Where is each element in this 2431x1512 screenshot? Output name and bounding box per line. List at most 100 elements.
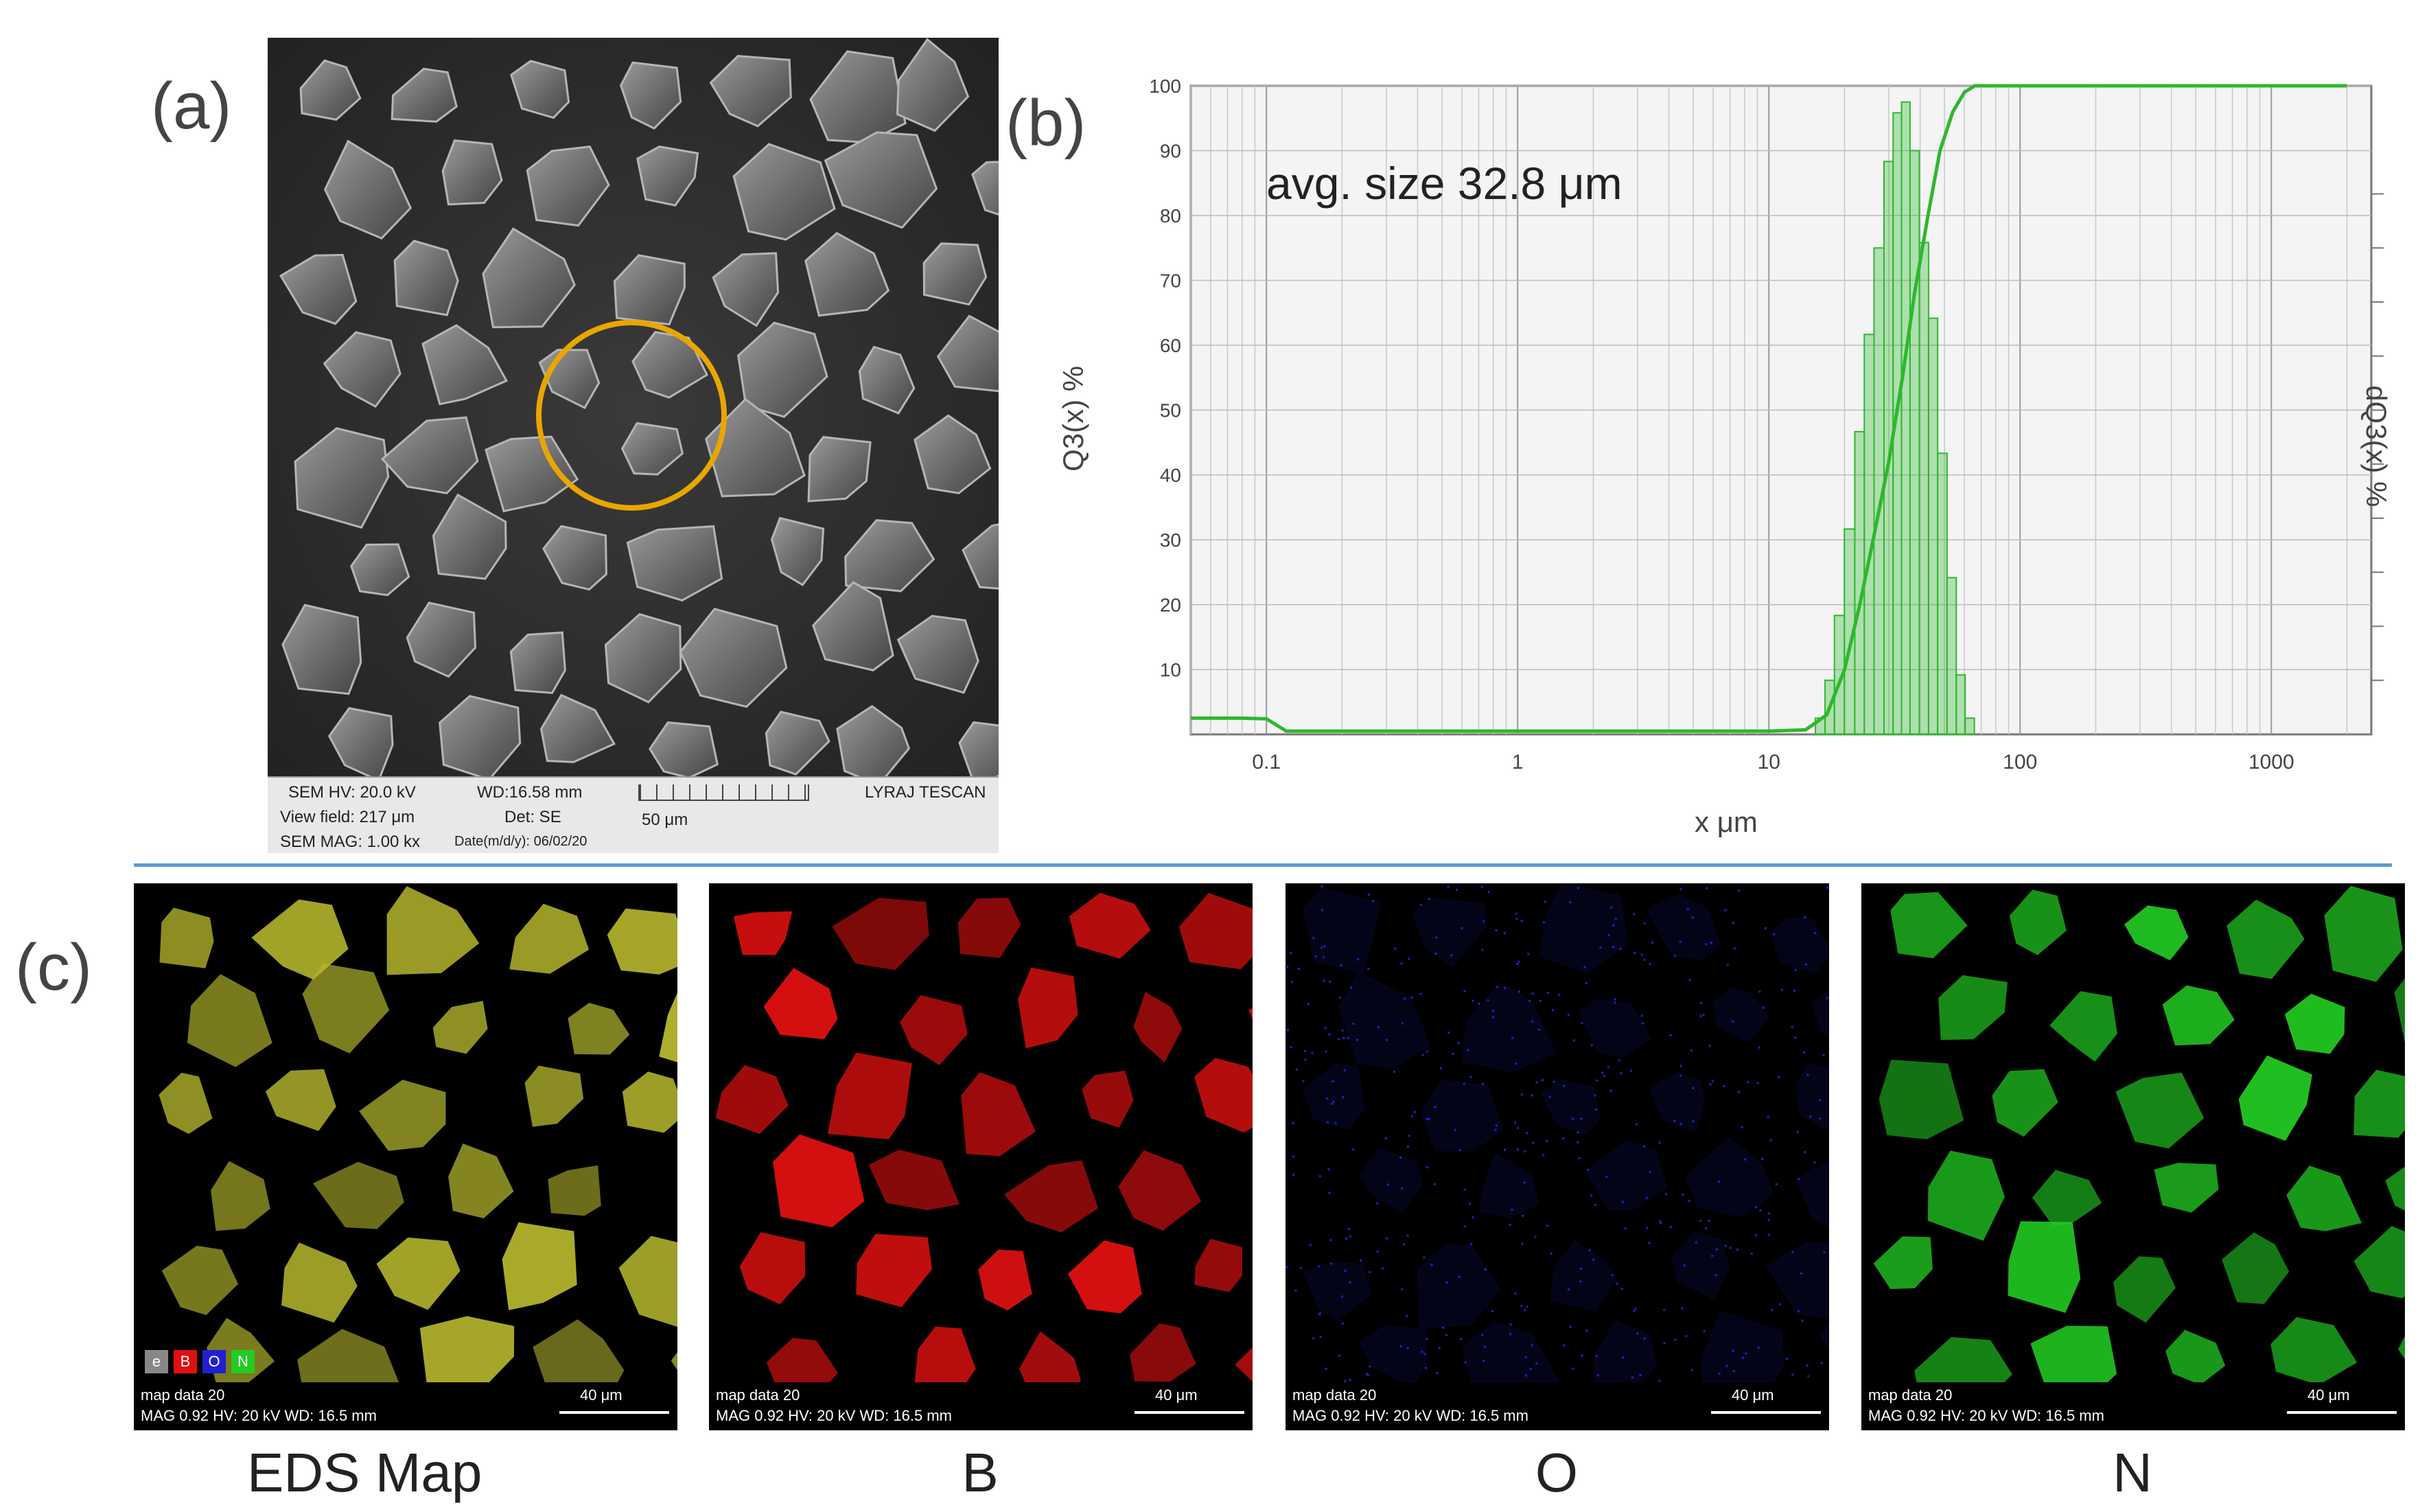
eds-dot (1520, 920, 1523, 922)
eds-dot (1663, 1342, 1666, 1345)
eds-dot (1299, 1266, 1302, 1269)
eds-grain (2009, 889, 2067, 955)
eds-info-line1: map data 20 (716, 1386, 800, 1404)
sem-image: SEM HV: 20.0 kV WD:16.58 mm View field: … (268, 38, 999, 853)
eds-dot (1491, 1310, 1494, 1312)
eds-dot (1726, 964, 1729, 966)
eds-dot (1531, 1020, 1534, 1023)
eds-grain (159, 1072, 213, 1135)
eds-dot (1321, 946, 1323, 949)
eds-dot (1804, 963, 1807, 966)
eds-dot (1399, 1156, 1401, 1159)
eds-dot (1425, 1366, 1427, 1369)
eds-dot (1535, 1081, 1538, 1084)
sem-particle (858, 345, 916, 415)
eds-dot (1577, 887, 1579, 889)
y2-axis-label: dQ3(x) % (2360, 385, 2388, 507)
sem-particles (268, 38, 999, 778)
eds-dot (1452, 1053, 1454, 1056)
sem-particle (765, 710, 830, 776)
eds-grain (2284, 993, 2345, 1054)
eds-dot (1732, 1349, 1734, 1352)
eds-grain (1302, 1063, 1365, 1130)
eds-grain (502, 1222, 577, 1310)
eds-dot (1577, 1131, 1579, 1134)
eds-dot (1342, 1037, 1345, 1039)
eds-dot (1738, 889, 1741, 892)
eds-dot (1524, 1309, 1526, 1312)
eds-dot (1702, 1014, 1705, 1016)
eds-dot (1619, 948, 1622, 951)
eds-caption: EDS Map (247, 1442, 482, 1503)
eds-dot (1481, 949, 1484, 951)
eds-dot (1349, 1379, 1351, 1382)
eds-dot (1292, 1122, 1294, 1125)
eds-map-o: map data 20 MAG 0.92 HV: 20 kV WD: 16.5 m… (1286, 883, 1829, 1430)
sem-mag: SEM MAG: 1.00 kx (280, 833, 421, 851)
eds-dot (1337, 1038, 1340, 1040)
eds-dot (1590, 1044, 1593, 1047)
eds-dot (1734, 947, 1736, 950)
eds-grain (1082, 1070, 1134, 1128)
eds-grain (159, 907, 214, 968)
eds-dot (1434, 953, 1437, 955)
eds-dot (1312, 1337, 1315, 1340)
particle-size-chart: 0.11101001000102030405060708090100123456… (1057, 75, 2388, 838)
sem-particle (482, 227, 576, 329)
eds-grain (1358, 1324, 1427, 1388)
x-tick-label: 100 (2003, 751, 2037, 774)
eds-dot (1385, 1038, 1388, 1041)
eds-dot (1718, 1372, 1721, 1375)
eds-dot (1341, 1030, 1344, 1032)
eds-dot (1620, 1288, 1623, 1290)
panel-label-c: (c) (15, 931, 92, 1004)
eds-grain (659, 992, 677, 1062)
y-tick-label: 10 (1160, 660, 1181, 681)
sem-particle (294, 427, 390, 529)
eds-dot (1330, 1262, 1333, 1265)
eds-dot (1517, 960, 1520, 963)
eds-info-line1: map data 20 (1868, 1386, 1953, 1404)
eds-dot (1692, 1087, 1695, 1089)
eds-dot (1594, 1204, 1597, 1207)
eds-dot (1708, 1220, 1710, 1222)
eds-dot (1771, 1308, 1773, 1311)
x-tick-label: 1000 (2248, 751, 2294, 774)
eds-info-line1: map data 20 (1292, 1386, 1377, 1404)
eds-grain (1462, 1321, 1563, 1412)
eds-dot (1369, 1365, 1371, 1368)
eds-dot (1321, 885, 1323, 888)
eds-dot (1679, 940, 1682, 943)
eds-dot (1673, 955, 1676, 957)
eds-dot (1818, 1099, 1821, 1102)
eds-dot (1531, 1344, 1533, 1347)
eds-dot (1526, 1132, 1528, 1135)
eds-grain (1133, 992, 1183, 1062)
eds-dot (1552, 1009, 1555, 1012)
eds-dot (1463, 1082, 1465, 1085)
eds-grain (1765, 1242, 1829, 1319)
sem-particle (432, 493, 507, 580)
eds-dot (1542, 1154, 1545, 1156)
eds-map-texture (1286, 883, 1829, 1412)
eds-dot (1546, 992, 1549, 995)
highlight-circle (536, 320, 727, 511)
eds-dot (1595, 1108, 1597, 1110)
eds-dot (1454, 1128, 1456, 1131)
eds-dot (1348, 1227, 1350, 1230)
y-tick-label: 100 (1149, 75, 1181, 97)
eds-dot (1649, 963, 1651, 966)
eds-dot (1633, 1310, 1636, 1312)
eds-dot (1543, 921, 1545, 924)
eds-dot (1645, 1196, 1648, 1199)
eds-grain (763, 968, 838, 1040)
eds-dot (1599, 946, 1602, 949)
sem-brand: LYRAJ TESCAN (865, 783, 986, 802)
eds-scale-label: 40 μm (2307, 1386, 2350, 1404)
eds-dot (1459, 1149, 1462, 1152)
eds-dot (1607, 934, 1610, 937)
eds-grain (161, 1246, 238, 1316)
eds-grain (1593, 1319, 1657, 1399)
eds-grain (1540, 1079, 1601, 1136)
eds-dot (1312, 937, 1315, 940)
